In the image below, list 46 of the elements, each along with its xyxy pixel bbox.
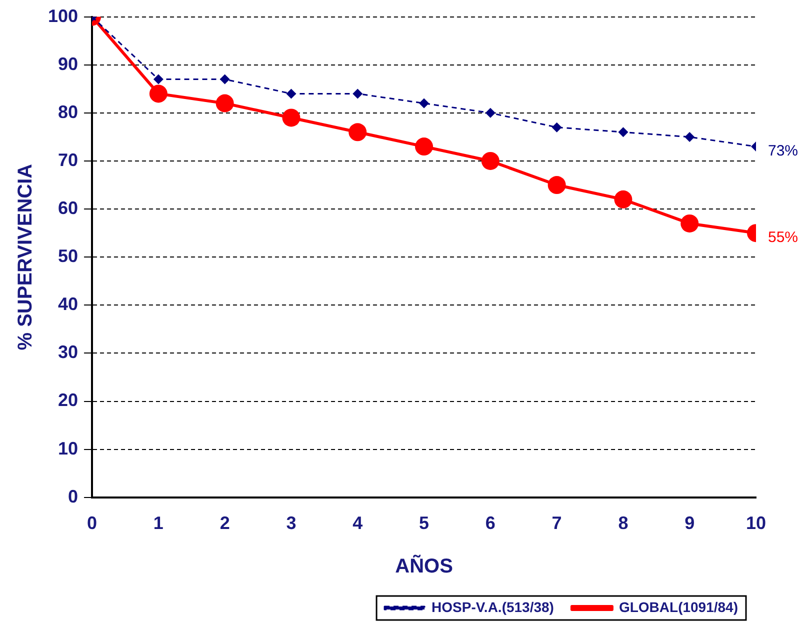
- point: [419, 98, 430, 108]
- y-tick-label: 100: [48, 6, 78, 26]
- x-tick-label: 7: [552, 513, 562, 534]
- y-tick-label: 50: [58, 246, 78, 266]
- data-label: 73%: [768, 142, 798, 160]
- x-tick-label: 6: [485, 513, 496, 534]
- x-tick-label: 8: [618, 513, 628, 534]
- point: [481, 152, 500, 170]
- x-tick-label: 5: [419, 513, 430, 534]
- point: [153, 74, 164, 84]
- x-tick-label: 4: [352, 513, 363, 534]
- x-tick-label: 10: [746, 513, 766, 534]
- x-tick-label: 3: [286, 513, 296, 534]
- y-tick-label: 20: [58, 390, 78, 410]
- point: [348, 123, 367, 142]
- y-tick-label: 70: [58, 150, 78, 170]
- x-tick-label: 0: [87, 513, 98, 534]
- point: [286, 88, 296, 99]
- x-tick-label: 9: [684, 513, 695, 534]
- point: [485, 108, 496, 118]
- x-axis-title: AÑOS: [395, 554, 453, 578]
- x-tick-label: 1: [153, 513, 164, 534]
- point: [548, 176, 566, 194]
- y-tick-label: 30: [58, 342, 78, 362]
- legend-label: HOSP-V.A.(513/38): [432, 598, 554, 615]
- point: [684, 132, 695, 142]
- point: [415, 138, 434, 156]
- x-tick-label: 2: [220, 513, 230, 534]
- y-tick-label: 10: [58, 438, 78, 458]
- y-tick-label: 0: [68, 486, 78, 506]
- legend-label: GLOBAL(1091/84): [618, 598, 738, 615]
- point: [149, 84, 168, 103]
- y-tick-label: 80: [58, 102, 78, 122]
- y-tick-label: 60: [58, 198, 78, 218]
- y-tick-label: 90: [58, 54, 78, 74]
- point: [552, 122, 562, 132]
- point: [680, 214, 699, 232]
- point: [352, 88, 363, 99]
- point: [220, 74, 230, 84]
- y-axis-title: % SUPERVIVENCIA: [14, 164, 37, 350]
- point: [614, 190, 632, 208]
- data-label: 55%: [768, 229, 798, 246]
- point: [216, 94, 234, 112]
- point: [282, 108, 300, 127]
- point: [618, 127, 628, 138]
- y-tick-label: 40: [58, 294, 78, 314]
